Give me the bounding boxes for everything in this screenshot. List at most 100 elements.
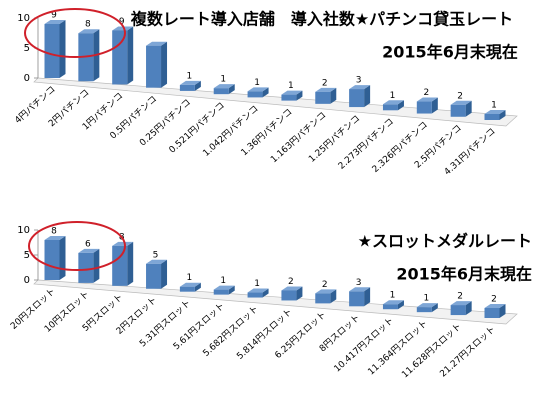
bar-side <box>330 289 337 304</box>
value-label: 2 <box>457 292 463 302</box>
bar <box>146 263 162 289</box>
bar <box>484 114 500 120</box>
bar <box>450 104 466 117</box>
bar-top <box>450 301 472 306</box>
bar-top <box>44 236 66 240</box>
bar <box>247 292 263 298</box>
bar <box>484 308 500 318</box>
value-label: 3 <box>356 76 362 86</box>
bar-top <box>315 289 337 294</box>
bar-side <box>93 248 100 283</box>
bar-top <box>146 259 168 264</box>
y-tick-label: 10 <box>17 13 30 24</box>
bar <box>349 291 365 307</box>
bar-side <box>330 87 337 104</box>
value-label: 1 <box>423 294 429 304</box>
x-tick-label: 11.628円スロット <box>400 321 464 380</box>
value-label: 1 <box>491 101 497 111</box>
bar-top <box>247 87 269 92</box>
value-label: 8 <box>85 20 91 30</box>
bar <box>416 307 432 313</box>
bar <box>146 45 162 88</box>
value-label: 1 <box>254 279 260 289</box>
chart-title: ★スロットメダルレート <box>358 232 532 251</box>
bar-side <box>499 304 506 318</box>
y-tick-label: 10 <box>17 225 30 236</box>
bar-side <box>465 301 472 316</box>
bar-side <box>59 236 66 280</box>
bar-side <box>161 259 168 289</box>
y-tick-label: 0 <box>24 275 30 286</box>
y-tick-label: 5 <box>24 43 30 54</box>
bar-top <box>349 85 371 90</box>
bar <box>179 84 195 91</box>
bar-top <box>450 100 472 105</box>
bar-top <box>484 304 506 308</box>
bar <box>281 94 297 101</box>
bar-side <box>59 20 66 78</box>
bar <box>44 240 60 280</box>
bar-side <box>161 41 168 88</box>
bar-top <box>78 29 100 34</box>
highlight-ellipse <box>28 221 126 271</box>
value-label: 2 <box>322 78 328 88</box>
bar-top <box>281 90 303 95</box>
bar-side <box>364 85 371 108</box>
bar-top <box>179 282 201 287</box>
bar <box>450 305 466 316</box>
value-label: 1 <box>220 75 226 85</box>
bar-side <box>364 287 371 307</box>
value-label: 1 <box>254 78 260 88</box>
bar-top <box>484 110 506 114</box>
bar-side <box>431 97 438 114</box>
bar-top <box>349 287 371 292</box>
value-label: 2 <box>322 280 328 290</box>
value-label: 1 <box>187 273 193 283</box>
bar-side <box>465 100 472 117</box>
value-label: 5 <box>153 250 159 260</box>
bar-side <box>296 286 303 301</box>
value-label: 2 <box>423 88 429 98</box>
bar-side <box>194 80 201 91</box>
bar-top <box>247 288 269 293</box>
bar-side <box>228 285 235 295</box>
value-label: 3 <box>356 278 362 288</box>
bar <box>112 30 128 85</box>
bar-side <box>296 90 303 101</box>
value-label: 1 <box>220 276 226 286</box>
bar-side <box>228 84 235 95</box>
bar <box>78 252 94 283</box>
value-label: 1 <box>390 91 396 101</box>
bar-top <box>315 87 337 92</box>
bar <box>349 89 365 108</box>
chart-subtitle: 2015年6月末現在 <box>382 43 518 62</box>
bar-side <box>431 303 438 313</box>
bar <box>112 245 128 286</box>
value-label: 6 <box>85 239 91 249</box>
bar-top <box>382 300 404 305</box>
bar-side <box>127 26 134 85</box>
value-label: 2 <box>457 91 463 101</box>
y-tick-label: 0 <box>24 73 30 84</box>
bar <box>281 290 297 301</box>
bar <box>315 293 331 304</box>
bar <box>416 101 432 114</box>
bar <box>179 286 195 292</box>
bar-top <box>44 20 66 24</box>
bar-top <box>146 41 168 46</box>
bar-side <box>499 110 506 120</box>
bar-top <box>112 26 134 31</box>
value-label: 1 <box>390 291 396 301</box>
bar <box>213 289 229 295</box>
bar-side <box>262 288 269 298</box>
bar-top <box>213 84 235 89</box>
bar <box>44 24 60 78</box>
bar-side <box>127 241 134 286</box>
bar <box>382 304 398 310</box>
chart-title: 複数レート導入店舗 導入社数★パチンコ貸玉レート <box>130 10 513 29</box>
value-label: 9 <box>119 17 125 27</box>
y-tick-label: 5 <box>24 250 30 261</box>
bar-top <box>382 100 404 105</box>
bar <box>382 104 398 111</box>
